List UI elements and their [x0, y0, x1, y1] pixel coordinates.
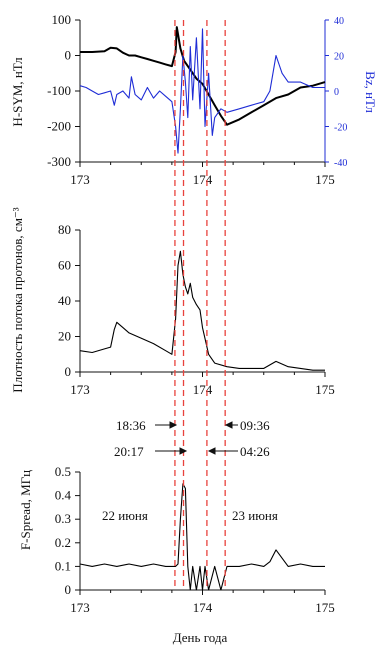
x-tick-label: 175: [315, 382, 335, 397]
vertical-dashed-lines: [174, 20, 226, 590]
y2-tick-label: -40: [334, 158, 347, 169]
x-tick-label: 175: [315, 600, 335, 615]
annot-0426: 04:26: [240, 444, 270, 459]
y-tick-label: 100: [52, 12, 72, 27]
x-tick-label: 173: [70, 600, 90, 615]
series-line-2: [79, 28, 325, 154]
annotation-arrows: [155, 421, 238, 455]
top-y2label: Bz, нТл: [363, 71, 378, 113]
x-tick-label: 174: [193, 382, 213, 397]
y-tick-label: 0.2: [55, 535, 71, 550]
y-tick-label: 0: [65, 364, 72, 379]
x-tick-label: 173: [70, 382, 90, 397]
annot-2017: 20:17: [114, 444, 144, 459]
y2-tick-label: 0: [334, 87, 339, 98]
annot-date-23: 23 июня: [232, 508, 278, 523]
bottom-xlabel: День года: [173, 630, 228, 645]
y-tick-label: 0: [65, 48, 72, 63]
x-tick-label: 173: [70, 172, 90, 187]
y-tick-label: 0.5: [55, 464, 71, 479]
y-tick-label: -300: [47, 154, 71, 169]
annot-0936: 09:36: [240, 418, 270, 433]
panel-middle: 80 60 40 20 0 173 174 175: [58, 222, 335, 397]
panel-top: 100 0 -100 -200 -300 173 174 175 40 20 0 -20 -40: [47, 12, 347, 187]
y-tick-label: 0.3: [55, 511, 71, 526]
y2-tick-label: 40: [334, 16, 344, 27]
y-tick-label: 20: [58, 329, 71, 344]
arrowhead-2017: [179, 447, 188, 455]
x-tick-label: 174: [193, 172, 213, 187]
panel-bottom: 0.5 0.4 0.3 0.2 0.1 0 173 174 175: [55, 464, 335, 615]
y-tick-label: 60: [58, 258, 71, 273]
series-line-1: [80, 26, 326, 126]
series-line-1: [79, 250, 325, 371]
y-tick-label: 0.4: [55, 488, 72, 503]
x-tick-label: 174: [193, 600, 213, 615]
annot-1836: 18:36: [116, 418, 146, 433]
middle-ylabel: Плотность потока протонов, см⁻³: [10, 207, 25, 392]
y-tick-label: 40: [58, 293, 71, 308]
arrowhead-0426: [207, 447, 216, 455]
y2-tick-label: 20: [334, 52, 344, 63]
y-tick-label: 80: [58, 222, 71, 237]
y-tick-label: -200: [47, 119, 71, 134]
arrowhead-1836: [169, 421, 178, 429]
series-line-1: [79, 483, 325, 591]
y-tick-label: 0.1: [55, 558, 71, 573]
x-tick-label: 175: [315, 172, 335, 187]
arrowhead-0936: [224, 421, 233, 429]
annot-date-22: 22 июня: [102, 508, 148, 523]
y-tick-label: 0: [65, 582, 72, 597]
y2-tick-label: -20: [334, 123, 347, 134]
bottom-ylabel: F-Spread, МГц: [18, 470, 33, 550]
top-ylabel: H-SYM, нТл: [10, 57, 25, 127]
y-tick-label: -100: [47, 83, 71, 98]
